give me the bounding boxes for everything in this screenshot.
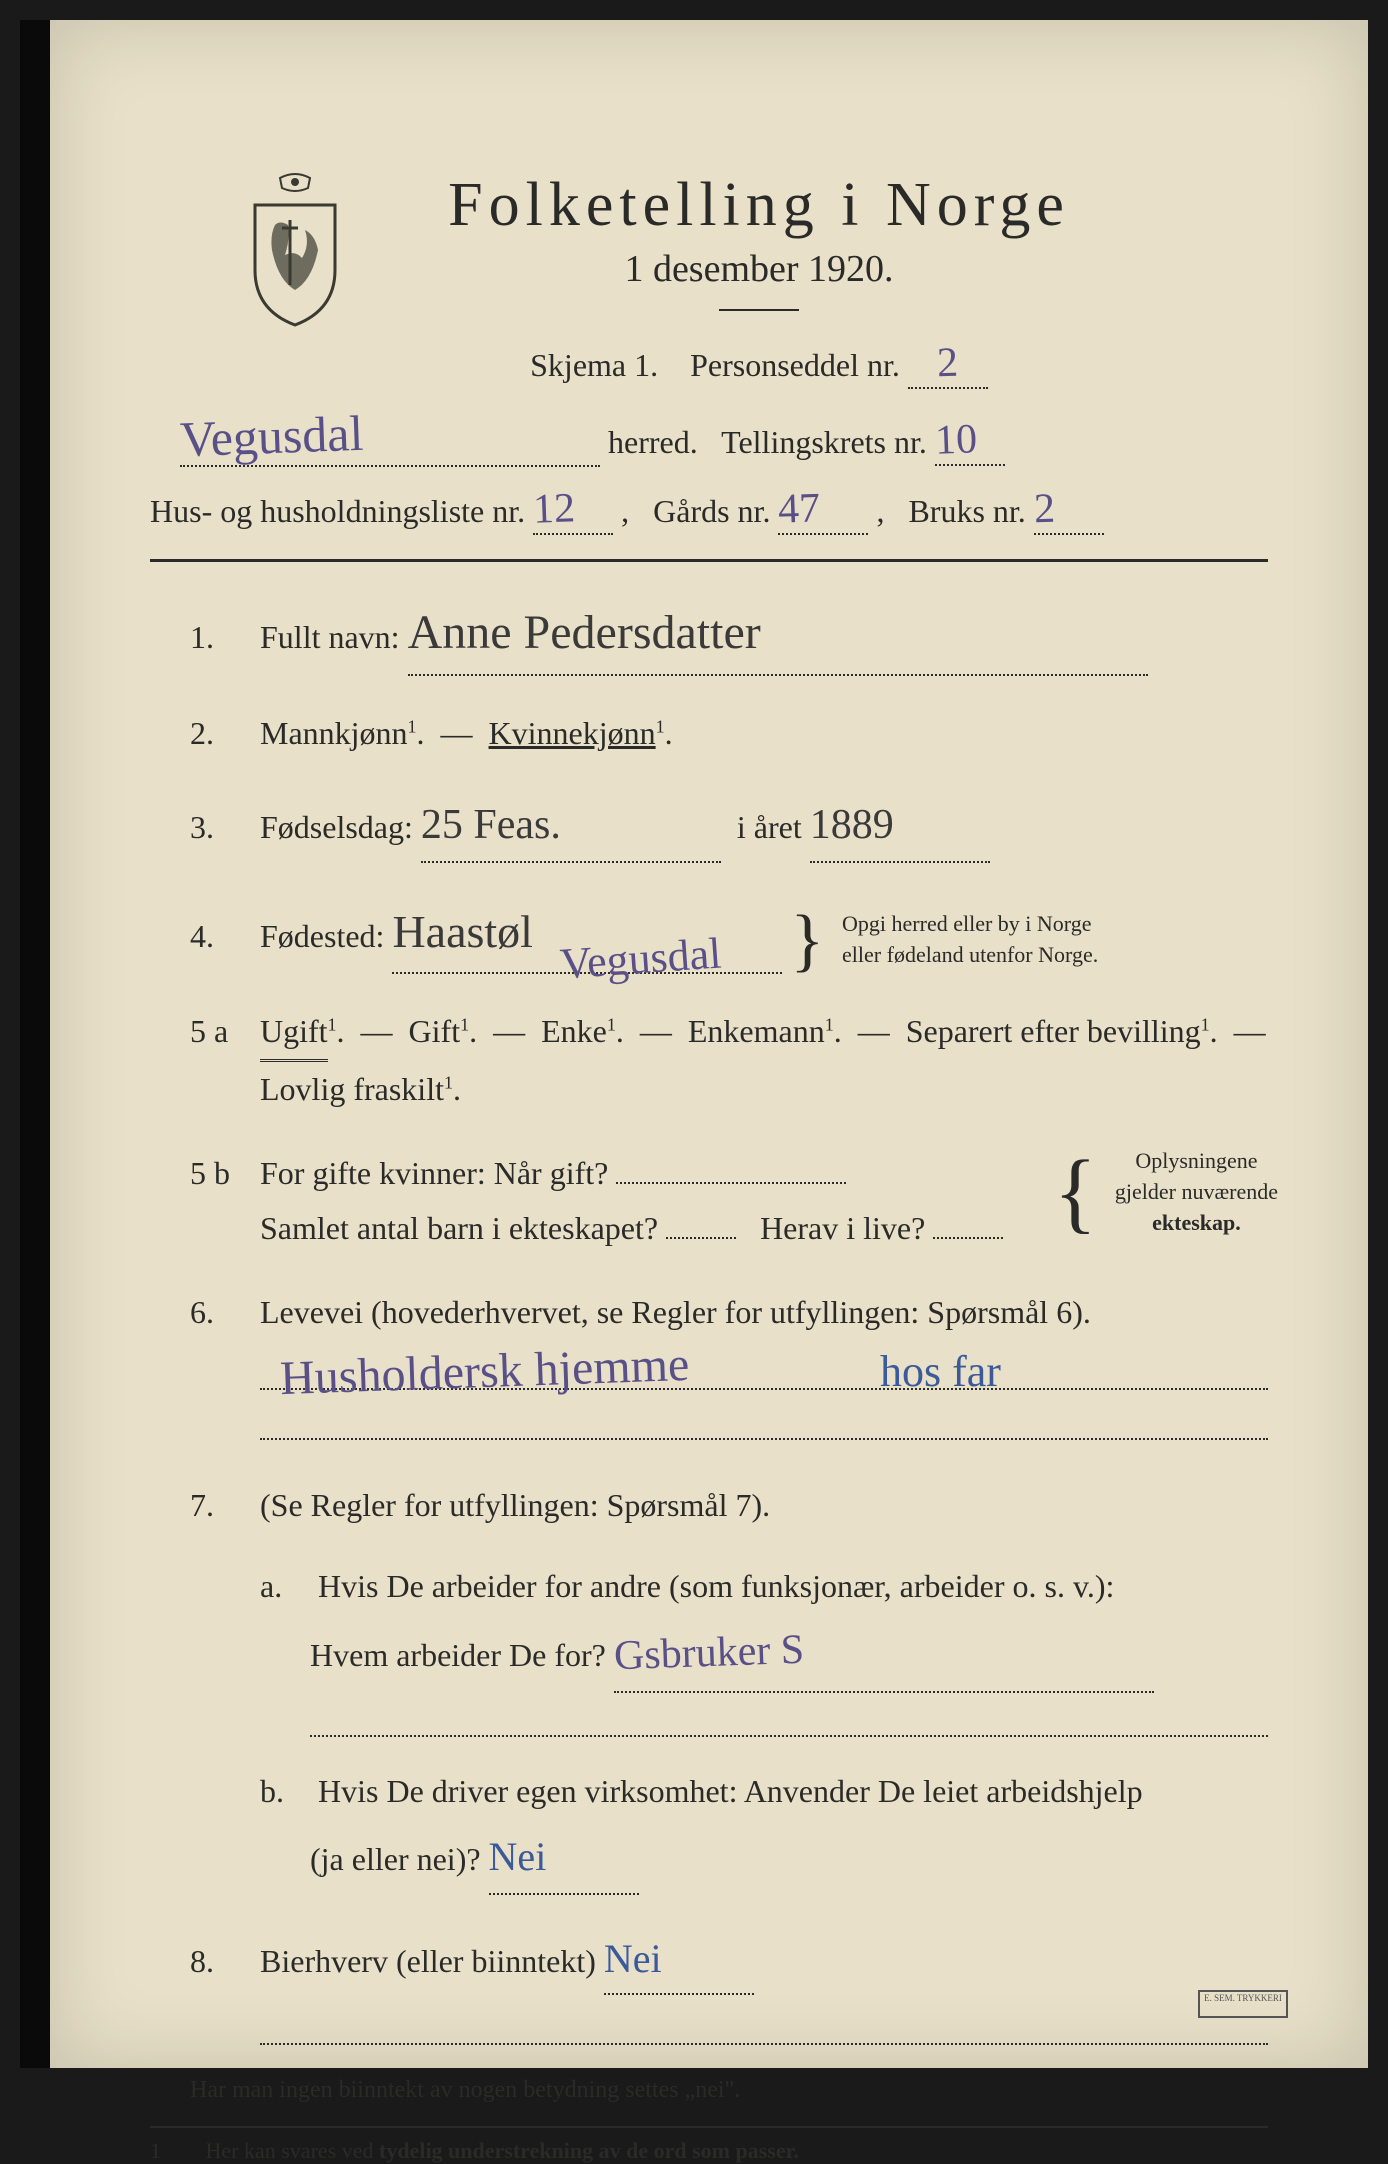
- tellingskrets-nr: 10: [934, 415, 978, 464]
- q3: 3. Fødselsdag: 25 Feas. i året 1889: [190, 790, 1268, 863]
- tellingskrets-label: Tellingskrets nr.: [721, 424, 927, 460]
- q2-num: 2.: [190, 715, 260, 752]
- q1: 1. Fullt navn: Anne Pedersdatter: [190, 592, 1268, 676]
- bruks-label: Bruks nr.: [908, 493, 1025, 529]
- q8-fill-line: [260, 2043, 1268, 2045]
- q3-num: 3.: [190, 809, 260, 846]
- header-rule: [150, 559, 1268, 562]
- q6-label: Levevei (hovederhvervet, se Regler for u…: [260, 1294, 1091, 1330]
- q5b-side-note: Oplysningene gjelder nuværende ekteskap.: [1115, 1146, 1278, 1238]
- q6-fill-line-2: [260, 1438, 1268, 1440]
- q5a-enke: Enke: [541, 1013, 607, 1049]
- footnote-num: 1: [150, 2138, 200, 2164]
- q5b-label3: Herav i live?: [760, 1210, 925, 1246]
- q3-label: Fødselsdag:: [260, 809, 413, 845]
- q1-label: Fullt navn:: [260, 619, 400, 655]
- gards-nr: 47: [778, 484, 822, 533]
- q7b-line2: (ja eller nei)?: [310, 1841, 481, 1877]
- q2-mann: Mannkjønn: [260, 715, 408, 751]
- husliste-label: Hus- og husholdningsliste nr.: [150, 493, 525, 529]
- coat-of-arms-emblem: [240, 170, 350, 330]
- q7a: a. Hvis De arbeider for andre (som funks…: [260, 1558, 1268, 1693]
- q3-day: 25 Feas.: [421, 790, 561, 861]
- q1-value: Anne Pedersdatter: [408, 592, 761, 674]
- q7: 7. (Se Regler for utfyllingen: Spørsmål …: [190, 1478, 1268, 1532]
- husliste-nr: 12: [532, 484, 576, 533]
- q5b-num: 5 b: [190, 1155, 260, 1192]
- q6-fill-line-1: Husholdersk hjemme hos far: [260, 1388, 1268, 1390]
- q7a-line1: Hvis De arbeider for andre (som funksjon…: [318, 1568, 1114, 1604]
- q3-year: 1889: [810, 790, 894, 861]
- form-title: Folketelling i Norge: [250, 170, 1268, 241]
- q8: 8. Bierhverv (eller biinntekt) Nei: [190, 1925, 1268, 1995]
- q1-num: 1.: [190, 619, 260, 656]
- q8-num: 8.: [190, 1943, 260, 1980]
- census-form-page: Folketelling i Norge 1 desember 1920. Sk…: [20, 20, 1368, 2068]
- q8-label: Bierhverv (eller biinntekt): [260, 1943, 596, 1979]
- q8-value: Nei: [604, 1925, 662, 1993]
- q5a-gift: Gift: [409, 1013, 461, 1049]
- q7b-letter: b.: [260, 1763, 310, 1821]
- printer-stamp: E. SEM. TRYKKERI: [1198, 1990, 1288, 2018]
- q5a-fraskilt: Lovlig fraskilt: [260, 1071, 444, 1107]
- bruks-nr: 2: [1033, 485, 1056, 534]
- house-line: Hus- og husholdningsliste nr. 12 , Gårds…: [150, 485, 1268, 535]
- q2-kvinne: Kvinnekjønn: [489, 715, 656, 751]
- q4-num: 4.: [190, 918, 260, 955]
- q3-year-label: i året: [737, 809, 802, 845]
- title-rule: [719, 309, 799, 311]
- q7-num: 7.: [190, 1487, 260, 1524]
- form-date: 1 desember 1920.: [250, 247, 1268, 291]
- q5a-enkemann: Enkemann: [688, 1013, 825, 1049]
- q7b: b. Hvis De driver egen virksomhet: Anven…: [260, 1763, 1268, 1895]
- q4-value: Haastøl: [392, 893, 533, 971]
- shield-icon: [240, 170, 350, 330]
- q7b-line1: Hvis De driver egen virksomhet: Anvender…: [318, 1773, 1143, 1809]
- q6-value-suffix: hos far: [880, 1346, 1001, 1397]
- q5b: 5 b For gifte kvinner: Når gift? Samlet …: [190, 1146, 1268, 1255]
- schema-label: Skjema 1.: [530, 347, 658, 383]
- footnote-text: Her kan svares ved tydelig understreknin…: [206, 2138, 799, 2163]
- q4-label: Fødested:: [260, 918, 384, 954]
- q5a: 5 a Ugift1. — Gift1. — Enke1. — Enkemann…: [190, 1004, 1268, 1117]
- q4-side-note: Opgi herred eller by i Norge eller fødel…: [842, 909, 1098, 971]
- q5a-separert: Separert efter bevilling: [906, 1013, 1201, 1049]
- herred-label: herred.: [608, 424, 698, 460]
- q7a-letter: a.: [260, 1558, 310, 1616]
- footnote: 1 Her kan svares ved tydelig understrekn…: [150, 2138, 1268, 2164]
- personseddel-nr: 2: [937, 339, 960, 388]
- q4: 4. Fødested: Haastøl } Opgi herred eller…: [190, 893, 1268, 973]
- q2: 2. Mannkjønn1. — Kvinnekjønn1.: [190, 706, 1268, 760]
- personseddel-label: Personseddel nr.: [690, 347, 900, 383]
- q6-num: 6.: [190, 1294, 260, 1331]
- q7a-value: Gsbruker S: [613, 1612, 806, 1694]
- gards-label: Gårds nr.: [653, 493, 770, 529]
- schema-line: Skjema 1. Personseddel nr. 2: [250, 339, 1268, 389]
- herred-line: Vegusdal herred. Tellingskrets nr. 10: [180, 407, 1268, 467]
- q6: 6. Levevei (hovederhvervet, se Regler fo…: [190, 1285, 1268, 1339]
- footer-note: Har man ingen biinntekt av nogen betydni…: [190, 2077, 1268, 2104]
- q7a-fill-line: [310, 1735, 1268, 1737]
- q5b-label1: For gifte kvinner: Når gift?: [260, 1155, 608, 1191]
- q7a-line2: Hvem arbeider De for?: [310, 1637, 606, 1673]
- footnote-rule: [150, 2126, 1268, 2128]
- q6-value: Husholdersk hjemme: [279, 1336, 690, 1405]
- q5a-num: 5 a: [190, 1013, 260, 1050]
- herred-value: Vegusdal: [179, 404, 364, 468]
- q5a-ugift: Ugift: [260, 1004, 328, 1062]
- q5b-label2: Samlet antal barn i ekteskapet?: [260, 1210, 658, 1246]
- q7-label: (Se Regler for utfyllingen: Spørsmål 7).: [260, 1487, 770, 1523]
- q7b-value: Nei: [489, 1821, 547, 1893]
- q4-annotation: Vegusdal: [558, 928, 722, 990]
